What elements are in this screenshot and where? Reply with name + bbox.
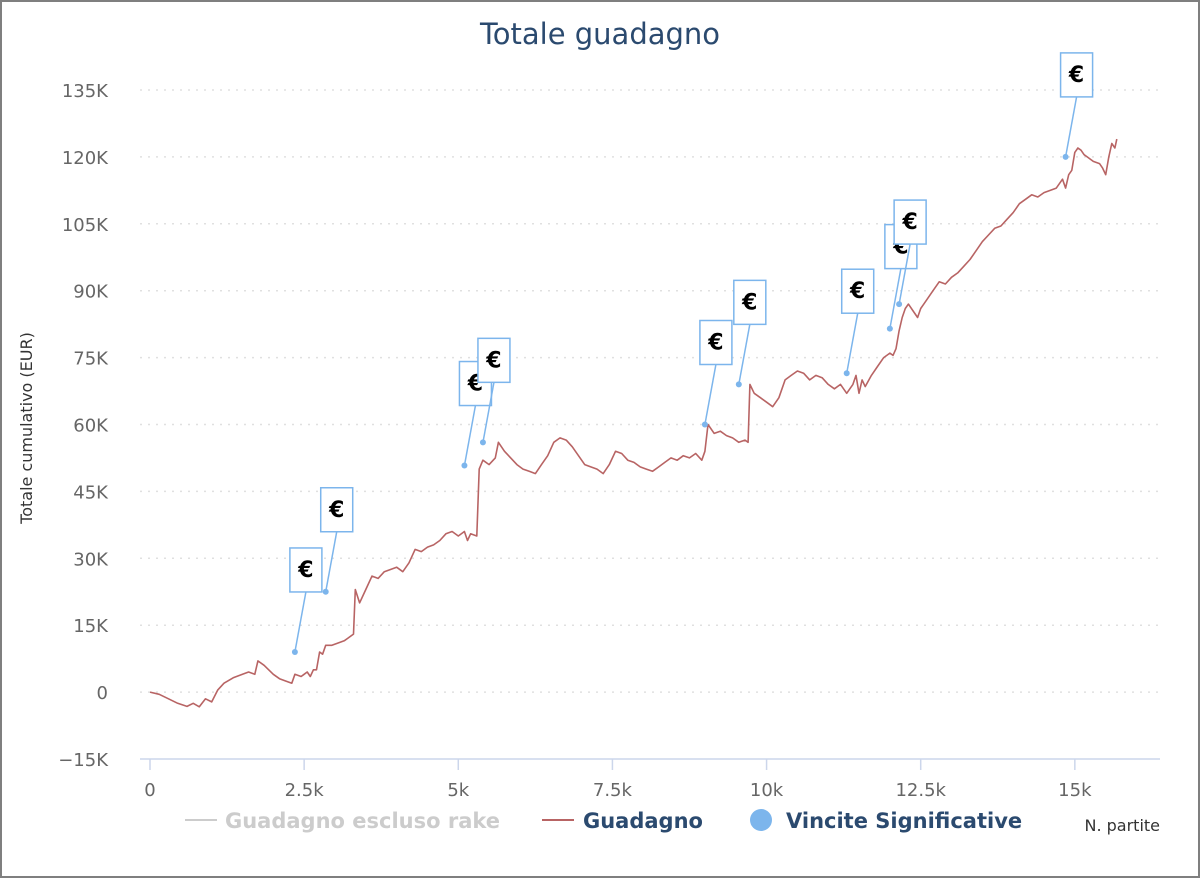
y-tick-label: 90K — [73, 282, 109, 303]
flag-connector — [1064, 96, 1078, 158]
flag-box[interactable] — [289, 547, 323, 593]
y-axis-ticks: −15K 0 15K 30K 45K 60K 75K 90K 105K 120K 135K — [58, 81, 109, 771]
flag-label: € — [328, 498, 344, 523]
flag-connector — [845, 313, 859, 374]
y-tick-label: 15K — [73, 616, 109, 637]
y-tick-label: 30K — [73, 549, 109, 570]
flag-label: € — [707, 331, 723, 356]
x-tick-label: 2.5k — [285, 780, 325, 801]
flag-point[interactable] — [291, 648, 298, 655]
flag-point[interactable] — [896, 301, 903, 308]
y-axis-label: Totale cumulativo (EUR) — [17, 332, 36, 525]
flag-box[interactable] — [840, 268, 875, 314]
y-tick-label: 60K — [73, 416, 109, 437]
flag-connector — [463, 405, 477, 466]
flag-point[interactable] — [886, 325, 893, 332]
flag-box[interactable] — [699, 319, 733, 366]
legend-item-2[interactable]: Vincite Significative — [750, 809, 1022, 833]
flag-connector — [294, 591, 307, 653]
x-axis-label: N. partite — [1084, 816, 1160, 835]
flag-connector — [738, 324, 751, 385]
grid-lines — [140, 89, 1160, 693]
x-tick-label: 0 — [144, 780, 155, 801]
y-tick-label: 105K — [62, 215, 109, 236]
legend: Guadagno escluso rake Guadagno Vincite Sig… — [185, 809, 1022, 833]
x-tick-label: 12.5k — [895, 780, 946, 801]
x-tick-label: 7.5k — [593, 780, 633, 801]
x-tick-label: 15k — [1058, 780, 1092, 801]
flag-label: € — [1068, 63, 1084, 88]
y-tick-label: 120K — [62, 148, 109, 169]
legend-item-label: Guadagno — [583, 809, 703, 833]
flag-box[interactable] — [1059, 52, 1094, 98]
flag-connector — [324, 531, 338, 592]
x-tick-label: 10k — [750, 780, 784, 801]
flag-connector — [482, 382, 495, 443]
y-tick-label: −15K — [58, 750, 109, 771]
x-tick-label: 5k — [447, 780, 469, 801]
flag-label: € — [485, 348, 501, 373]
legend-item-0[interactable]: Guadagno escluso rake — [185, 809, 500, 833]
legend-item-1[interactable]: Guadagno — [542, 809, 703, 833]
legend-item-label: Vincite Significative — [786, 809, 1022, 833]
flag-connector — [889, 268, 902, 329]
flag-point[interactable] — [843, 370, 850, 377]
flag-point[interactable] — [322, 588, 329, 595]
flag-label: € — [849, 279, 865, 304]
y-tick-label: 0 — [97, 683, 108, 704]
flag-label: € — [901, 210, 917, 235]
x-axis: 0 2.5k 5k 7.5k 10k 12.5k 15k — [140, 758, 1160, 801]
flags-layer: €€€€€€ €€€€ — [289, 52, 1094, 655]
chart-title: Totale guadagno — [479, 17, 720, 51]
series-line-guadagno — [149, 138, 1118, 708]
flag-label: € — [741, 290, 757, 315]
flag-label: € — [297, 558, 313, 583]
y-tick-label: 45K — [73, 482, 109, 503]
legend-dot-symbol — [750, 809, 772, 831]
flag-connector — [704, 364, 717, 425]
flag-connector — [898, 243, 911, 305]
flag-point[interactable] — [461, 462, 468, 469]
flag-point[interactable] — [735, 381, 742, 388]
flag-point[interactable] — [1062, 153, 1069, 160]
y-tick-label: 75K — [73, 349, 109, 370]
legend-item-label: Guadagno escluso rake — [225, 809, 500, 833]
flag-point[interactable] — [701, 421, 708, 428]
flag-box[interactable] — [893, 199, 927, 245]
y-tick-label: 135K — [62, 81, 109, 102]
flag-point[interactable] — [479, 439, 486, 446]
series-layer — [149, 138, 1118, 708]
flag-box[interactable] — [733, 279, 767, 326]
flag-box[interactable] — [319, 487, 354, 533]
flag-box[interactable] — [477, 337, 511, 384]
